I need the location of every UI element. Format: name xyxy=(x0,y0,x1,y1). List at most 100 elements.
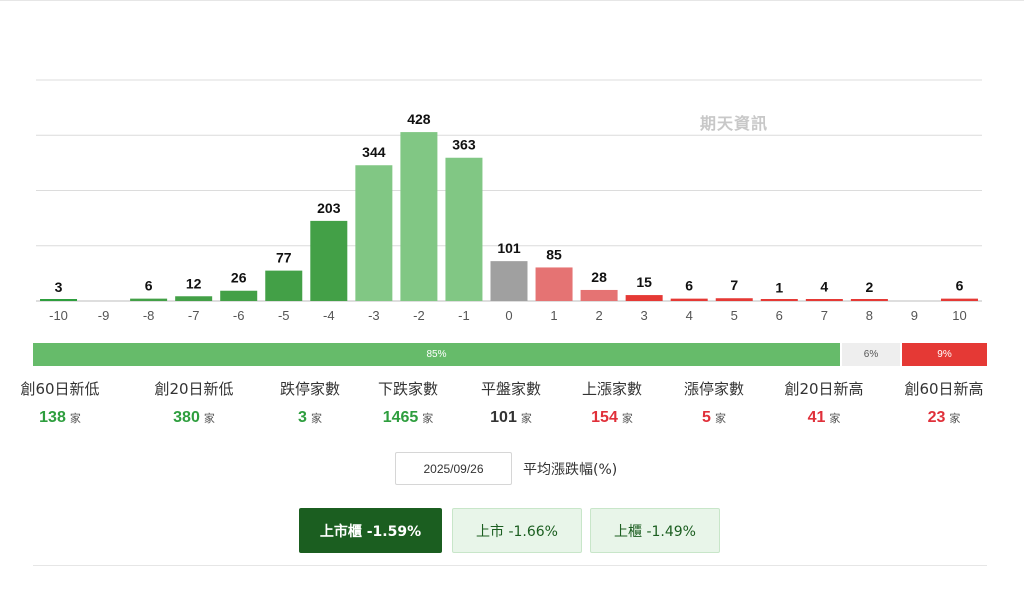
chart-x-ticks: -10 -9 -8 -7 -6 -5 -4 -3 -2 -1 0 1 2 3 4 5 6 7 8 9 10 xyxy=(49,308,967,323)
x-tick--6: -6 xyxy=(233,308,245,323)
value-label--7: 12 xyxy=(186,275,202,291)
bar-3 xyxy=(625,295,663,301)
tab-label: 上市 -1.66% xyxy=(476,523,558,540)
x-tick-2: 2 xyxy=(595,308,602,323)
x-tick-10: 10 xyxy=(952,308,966,323)
stat-value-row: 1465 家 xyxy=(348,409,468,427)
value-label--1: 363 xyxy=(452,137,476,153)
x-tick-6: 6 xyxy=(776,308,783,323)
stat-label: 平盤家數 xyxy=(480,380,541,398)
stat-unit: 家 xyxy=(949,412,961,425)
top-divider xyxy=(0,0,1024,1)
bar--5 xyxy=(265,270,303,301)
bar-7 xyxy=(805,299,843,301)
bar-2 xyxy=(580,289,618,301)
x-tick-7: 7 xyxy=(821,308,828,323)
stat-unit: 家 xyxy=(829,412,841,425)
value-label-4: 6 xyxy=(685,278,693,294)
x-tick--8: -8 xyxy=(143,308,155,323)
x-tick-8: 8 xyxy=(866,308,873,323)
stat-new-high-60: 創60日新高 23 家 xyxy=(884,378,1004,427)
stat-label: 跌停家數 xyxy=(279,380,340,398)
x-tick--3: -3 xyxy=(368,308,380,323)
stat-label: 漲停家數 xyxy=(683,380,744,398)
bar--2 xyxy=(400,132,438,301)
bar-10 xyxy=(940,298,978,301)
tab-otc[interactable]: 上櫃 -1.49% xyxy=(590,508,720,553)
ratio-up-bar: 9% xyxy=(902,343,987,366)
x-tick--2: -2 xyxy=(413,308,425,323)
x-tick--4: -4 xyxy=(323,308,335,323)
stat-value: 23 xyxy=(927,409,946,426)
stat-value-row: 380 家 xyxy=(134,409,254,427)
bar--10 xyxy=(40,299,78,301)
value-label-8: 2 xyxy=(865,279,873,295)
stat-unit: 家 xyxy=(422,412,434,425)
stat-value: 101 xyxy=(490,409,517,426)
value-label-1: 85 xyxy=(546,246,562,262)
x-tick--7: -7 xyxy=(188,308,200,323)
x-tick-3: 3 xyxy=(641,308,648,323)
value-label--10: 3 xyxy=(55,279,63,295)
x-tick--5: -5 xyxy=(278,308,290,323)
stat-new-high-20: 創20日新高 41 家 xyxy=(764,378,884,427)
stat-value: 3 xyxy=(298,409,307,426)
stat-unit: 家 xyxy=(520,412,532,425)
stat-value: 1465 xyxy=(382,409,419,426)
value-label--5: 77 xyxy=(276,250,292,266)
date-picker[interactable]: 2025/09/26 xyxy=(395,452,512,485)
value-label-0: 101 xyxy=(497,240,521,256)
stat-unit: 家 xyxy=(69,412,81,425)
bar-1 xyxy=(535,267,573,301)
bar--8 xyxy=(130,298,168,301)
value-label--4: 203 xyxy=(317,200,341,216)
value-label-10: 6 xyxy=(956,278,964,294)
stat-value-row: 23 家 xyxy=(884,409,1004,427)
stat-value: 41 xyxy=(807,409,826,426)
bar-5 xyxy=(715,298,753,301)
stat-value-row: 154 家 xyxy=(552,409,672,427)
stat-label: 創20日新低 xyxy=(154,380,234,398)
value-label-5: 7 xyxy=(730,277,738,293)
tab-all-markets[interactable]: 上市櫃 -1.59% xyxy=(299,508,442,553)
bar--1 xyxy=(445,157,483,301)
value-label-7: 4 xyxy=(820,278,828,294)
stat-label: 下跌家數 xyxy=(377,380,438,398)
x-tick--9: -9 xyxy=(98,308,110,323)
bar--7 xyxy=(175,296,213,301)
bar-4 xyxy=(670,298,708,301)
stat-unit: 家 xyxy=(714,412,726,425)
x-tick-4: 4 xyxy=(686,308,693,323)
stat-new-low-20: 創20日新低 380 家 xyxy=(134,378,254,427)
ratio-up-label: 9% xyxy=(937,349,952,360)
x-tick-5: 5 xyxy=(731,308,738,323)
stat-unit: 家 xyxy=(621,412,633,425)
bar--6 xyxy=(220,290,258,301)
stat-label: 上漲家數 xyxy=(581,380,642,398)
x-tick--1: -1 xyxy=(458,308,470,323)
stat-label: 創20日新高 xyxy=(784,380,864,398)
stat-unchanged: 平盤家數 101 家 xyxy=(451,378,571,427)
stat-value-row: 41 家 xyxy=(764,409,884,427)
bar--4 xyxy=(310,220,348,301)
stat-value: 154 xyxy=(591,409,618,426)
stat-label: 創60日新低 xyxy=(20,380,100,398)
average-change-label: 平均漲跌幅(%) xyxy=(523,462,618,478)
ratio-flat-label: 6% xyxy=(863,349,879,360)
stat-value-row: 101 家 xyxy=(451,409,571,427)
x-tick--10: -10 xyxy=(49,308,68,323)
bar-8 xyxy=(850,299,888,301)
stat-decliners: 下跌家數 1465 家 xyxy=(348,378,468,427)
value-label-2: 28 xyxy=(591,269,607,285)
x-tick-9: 9 xyxy=(911,308,918,323)
stat-unit: 家 xyxy=(203,412,215,425)
date-value: 2025/09/26 xyxy=(423,461,484,476)
tab-listed[interactable]: 上市 -1.66% xyxy=(452,508,582,553)
watermark-text: 期天資訊 xyxy=(700,114,769,133)
value-label-6: 1 xyxy=(775,280,783,296)
value-label--8: 6 xyxy=(145,278,153,294)
tab-label: 上櫃 -1.49% xyxy=(614,523,696,540)
